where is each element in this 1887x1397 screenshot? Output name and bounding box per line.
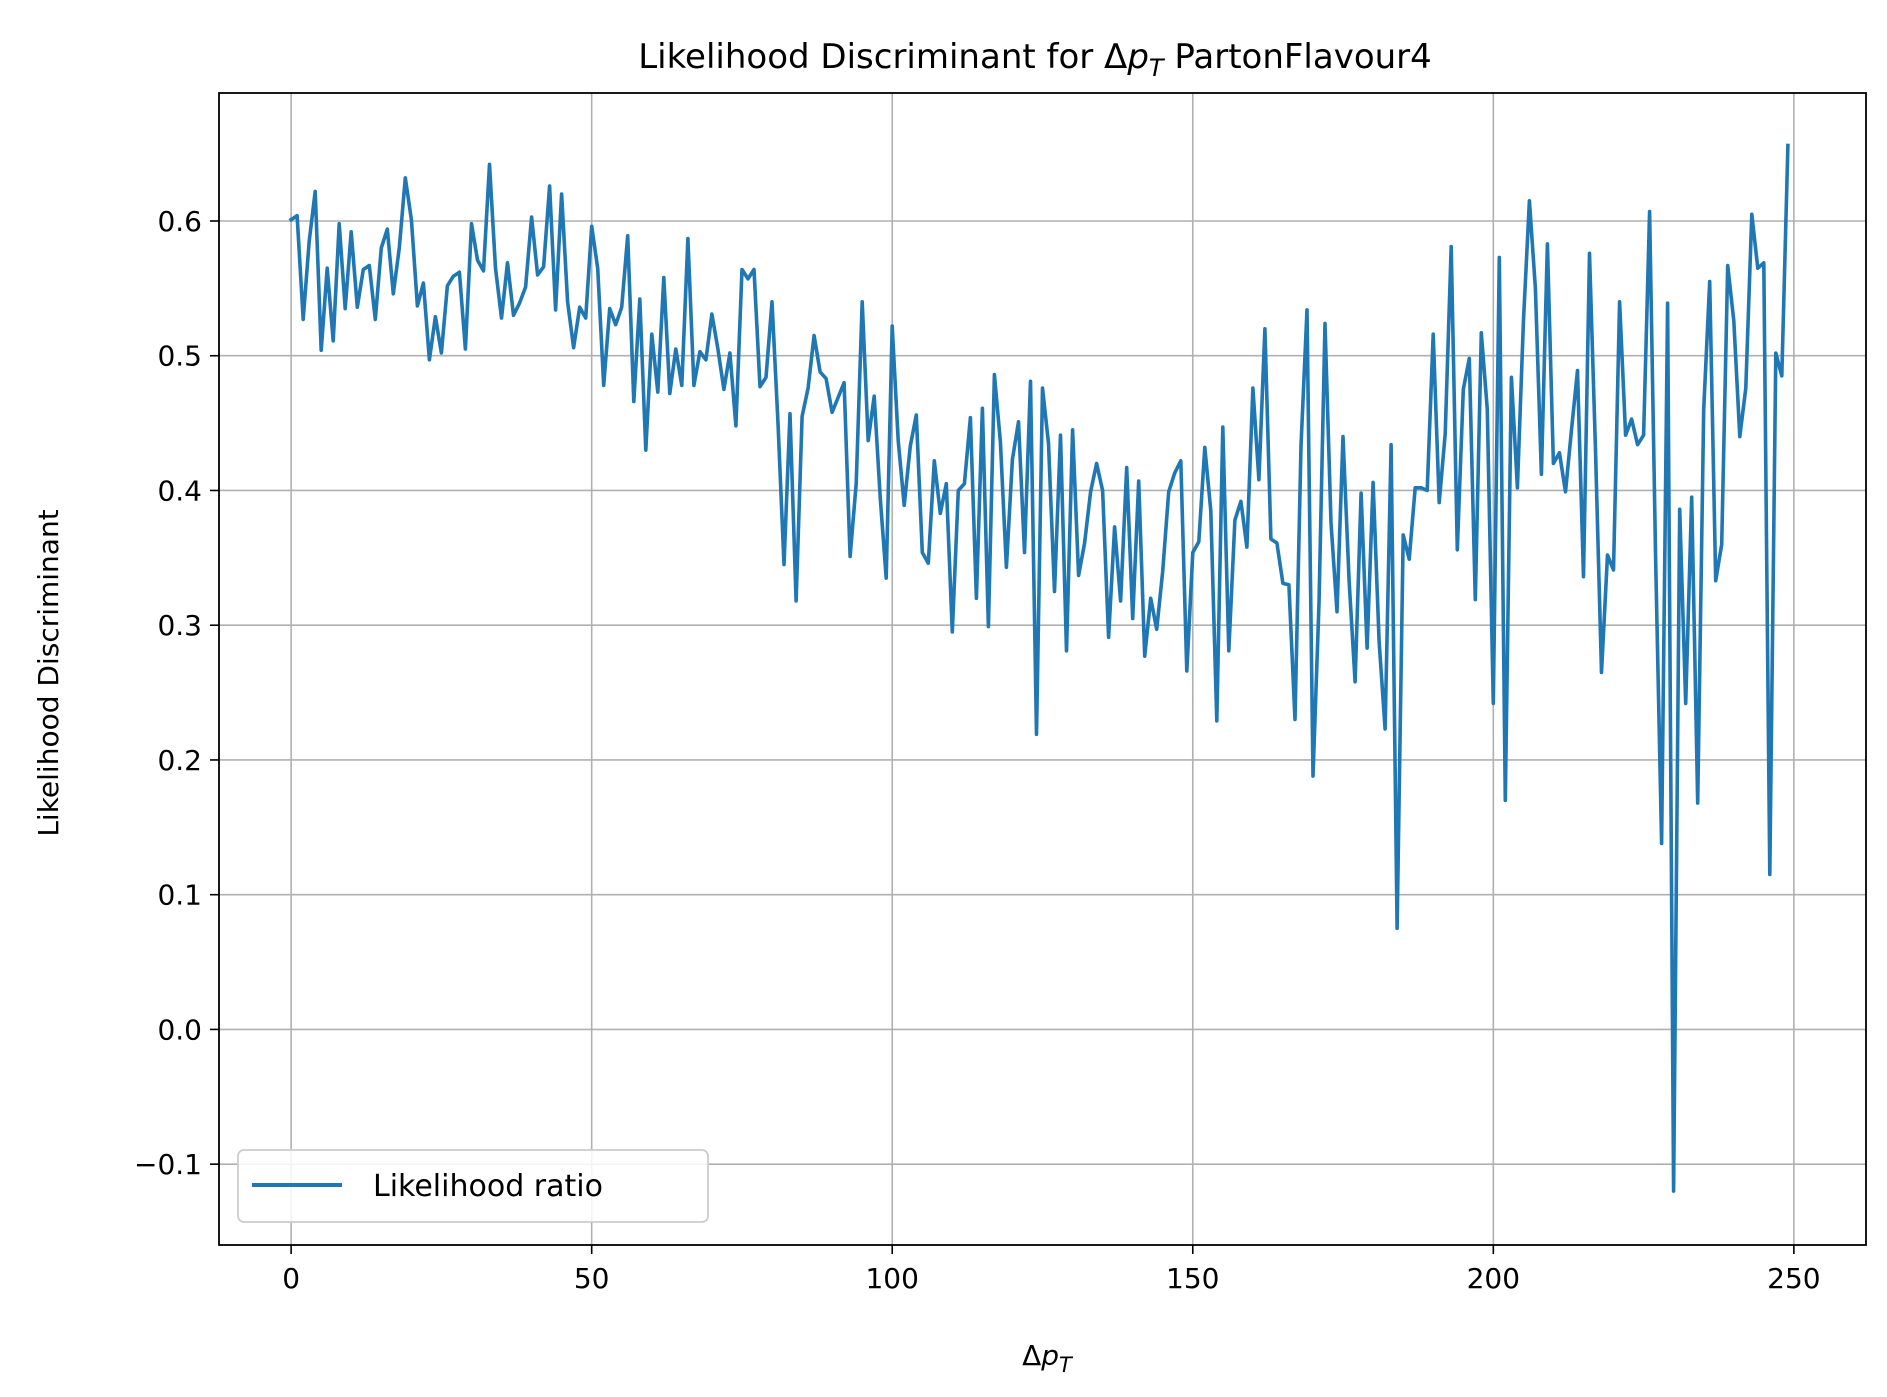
x-axis-label-subscript: T bbox=[1059, 1353, 1074, 1377]
x-tick-label: 150 bbox=[1166, 1262, 1219, 1295]
title-variable: p bbox=[1126, 37, 1149, 77]
y-tick-label: 0.3 bbox=[157, 609, 202, 642]
x-axis-label-variable: p bbox=[1040, 1339, 1059, 1372]
title-subscript: T bbox=[1149, 54, 1166, 82]
legend-label-likelihood-ratio: Likelihood ratio bbox=[373, 1169, 603, 1204]
title-suffix: PartonFlavour4 bbox=[1164, 37, 1432, 77]
x-tick-label: 50 bbox=[574, 1262, 610, 1295]
y-tick-label: 0.4 bbox=[157, 474, 202, 507]
y-tick-label: −0.1 bbox=[134, 1148, 202, 1181]
chart-title: Likelihood Discriminant for ΔpT PartonFl… bbox=[638, 37, 1432, 82]
x-tick-label: 0 bbox=[282, 1262, 300, 1295]
y-tick-label: 0.6 bbox=[157, 205, 202, 238]
series-line-likelihood-ratio bbox=[288, 143, 1790, 1193]
y-axis-ticks: −0.1 0.0 0.1 0.2 0.3 0.4 0.5 0.6 bbox=[134, 205, 219, 1181]
x-axis-ticks: 0 50 100 150 200 250 bbox=[282, 1245, 1821, 1295]
y-tick-label: 0.1 bbox=[157, 879, 202, 912]
y-tick-label: 0.5 bbox=[157, 340, 202, 373]
x-axis-label: ΔpT bbox=[1022, 1339, 1074, 1377]
x-tick-label: 250 bbox=[1767, 1262, 1820, 1295]
x-tick-label: 200 bbox=[1467, 1262, 1520, 1295]
x-tick-label: 100 bbox=[865, 1262, 918, 1295]
y-tick-label: 0.0 bbox=[157, 1013, 202, 1046]
series-layer bbox=[288, 143, 1790, 1193]
x-axis-label-prefix: Δ bbox=[1022, 1339, 1041, 1372]
title-prefix: Likelihood Discriminant for Δ bbox=[638, 37, 1127, 77]
y-tick-label: 0.2 bbox=[157, 744, 202, 777]
plot-area-frame bbox=[218, 92, 1867, 1246]
y-axis-label: Likelihood Discriminant bbox=[32, 509, 65, 836]
grid-lines bbox=[219, 93, 1866, 1245]
legend: Likelihood ratio bbox=[237, 1149, 709, 1223]
legend-box bbox=[237, 1149, 709, 1223]
